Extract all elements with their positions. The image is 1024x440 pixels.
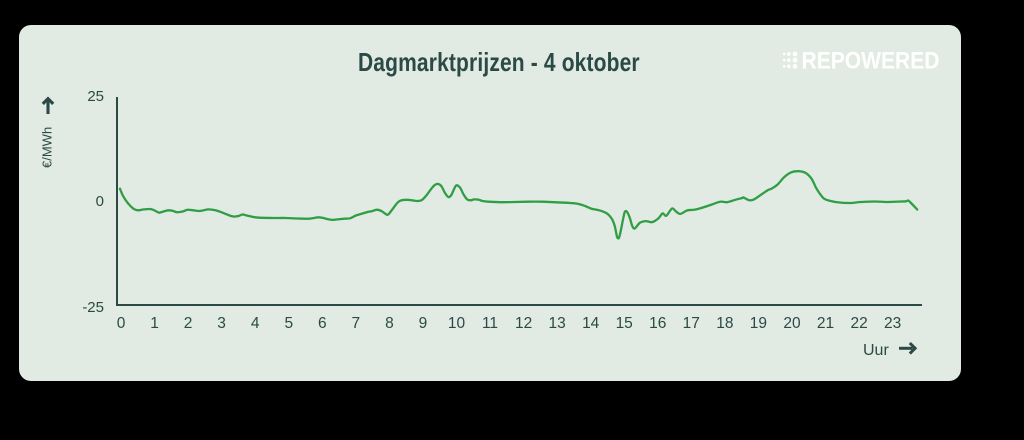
- svg-text:€/MWh: €/MWh: [40, 127, 55, 168]
- svg-text:REPOWERED: REPOWERED: [802, 48, 940, 75]
